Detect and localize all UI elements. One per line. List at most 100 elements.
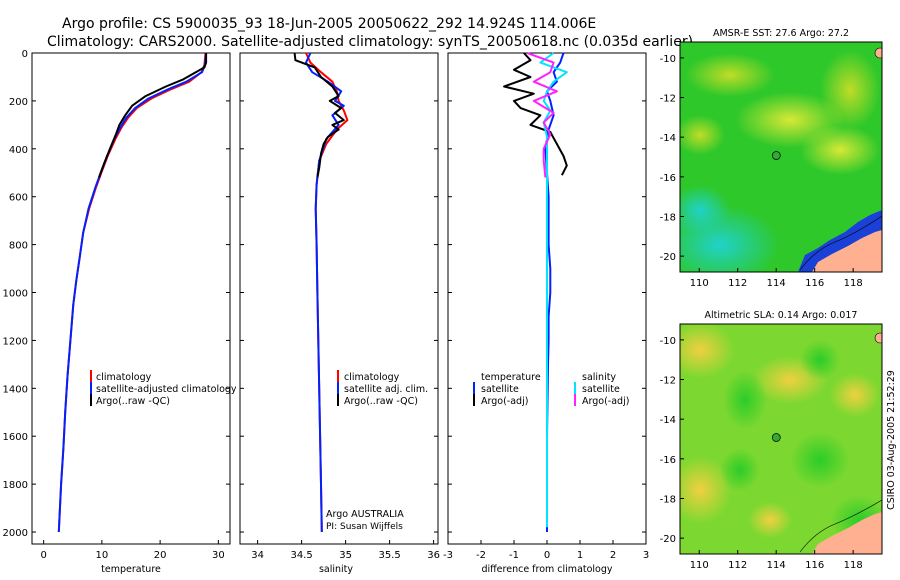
temperature-lines	[57, 52, 208, 533]
x-tick-label: 36	[427, 550, 440, 561]
x-tick-label: 20	[154, 550, 167, 561]
y-tick-label: 1000	[3, 289, 28, 300]
diff-legend-temp-satellite: satellite	[481, 384, 519, 395]
header-line-1: Argo profile: CS 5900035_93 18-Jun-2005 …	[62, 16, 596, 32]
float-institution: Argo AUSTRALIA	[326, 509, 404, 520]
y-tick-label: 0	[22, 49, 28, 60]
map-y-tick-label: -18	[660, 494, 676, 505]
sst-map-field	[680, 42, 882, 272]
y-tick-label: 600	[9, 193, 28, 204]
isobath-line	[799, 499, 882, 553]
sst-map-panel: AMSR-E SST: 27.6 Argo: 27.2 110 112 114 116…	[660, 28, 883, 289]
isobath-line	[799, 215, 882, 271]
difference-legend-right: salinity satellite Argo(-adj)	[574, 372, 629, 407]
temperature-xlabel: temperature	[101, 564, 161, 575]
y-tick-label: 1400	[3, 384, 28, 395]
temperature-panel: 0 10 20 30 0 200 400 600 800 1000 1200 1400 1600 1800…	[3, 49, 237, 575]
map-y-tick-label: -12	[660, 94, 676, 105]
map-y-tick-label: -16	[660, 455, 676, 466]
series-satellite	[57, 52, 208, 533]
difference-axes: -3 -2 -1 0 1 2 3	[443, 52, 649, 561]
x-tick-label: -3	[443, 550, 453, 561]
x-tick-label: 10	[96, 550, 109, 561]
sla-map-panel: Altimetric SLA: 0.14 Argo: 0.017 110 112 1…	[660, 310, 883, 571]
sla-map-frame	[679, 323, 883, 555]
salinity-xlabel: salinity	[319, 564, 353, 575]
sst-warm-patch	[820, 50, 880, 130]
map-y-tick-label: -16	[660, 173, 676, 184]
sla-map-title: Altimetric SLA: 0.14 Argo: 0.017	[705, 310, 858, 321]
series-temp_satellite	[544, 52, 565, 532]
map-y-tick-label: -20	[660, 534, 676, 545]
legend-argo: Argo(..raw -QC)	[96, 396, 170, 407]
difference-panel: -3 -2 -1 0 1 2 3 difference from climatology t…	[443, 52, 649, 575]
sal-legend-argo: Argo(..raw -QC)	[344, 396, 418, 407]
legend-climatology: climatology	[96, 372, 152, 383]
x-tick-label: 1	[577, 550, 583, 561]
land-island	[874, 332, 882, 344]
sst-warm-patch	[800, 125, 880, 175]
y-tick-label: 1600	[3, 432, 28, 443]
legend-satellite: satellite-adjusted climatology	[96, 384, 237, 395]
float-pi: PI: Susan Wijffels	[326, 522, 403, 532]
salinity-panel: 34 34.5 35 35.5 36 salinity climatology sate…	[239, 52, 440, 575]
sal-legend-satellite: satellite adj. clim.	[344, 384, 428, 395]
sla-high-patch	[680, 324, 735, 378]
diff-legend-sal-argo: Argo(-adj)	[582, 396, 629, 407]
series-argo	[293, 52, 345, 178]
argo-position-marker	[771, 151, 781, 160]
temperature-axes: 0 10 20 30 0 200 400 600 800 1000 1200 1400 1600 1800…	[3, 49, 230, 561]
series-climatology	[57, 52, 207, 533]
map-y-tick-label: -14	[660, 133, 676, 144]
map-x-tick-label: 112	[728, 560, 747, 571]
x-tick-label: 30	[212, 550, 225, 561]
salinity-axes: 34 34.5 35 35.5 36	[240, 52, 440, 561]
diff-legend-salinity: salinity	[582, 372, 616, 383]
sst-warm-patch	[680, 115, 725, 155]
sla-high-patch	[680, 456, 732, 524]
x-tick-label: 2	[610, 550, 616, 561]
map-x-tick-label: 110	[690, 560, 709, 571]
argo-position-marker	[771, 433, 781, 442]
y-tick-label: 400	[9, 145, 28, 156]
sst-warm-patch	[685, 53, 775, 97]
map-x-tick-label: 118	[844, 560, 863, 571]
y-tick-label: 1800	[3, 480, 28, 491]
temperature-frame	[31, 52, 231, 545]
x-tick-label: 0	[544, 550, 550, 561]
temperature-legend: climatology satellite-adjusted climatolo…	[90, 370, 237, 407]
x-tick-label: 3	[643, 550, 649, 561]
map-x-tick-label: 116	[805, 278, 824, 289]
map-x-tick-label: 112	[728, 278, 747, 289]
map-x-tick-label: 116	[805, 560, 824, 571]
diff-legend-sal-satellite: satellite	[582, 384, 620, 395]
map-y-tick-label: -10	[660, 54, 676, 65]
difference-lines	[503, 52, 568, 532]
sla-low-patch	[790, 432, 850, 488]
csiro-timestamp: CSIRO 03-Aug-2005 21:52:29	[886, 370, 897, 510]
x-tick-label: -2	[476, 550, 486, 561]
map-x-tick-label: 114	[767, 278, 786, 289]
series-argo	[98, 53, 208, 178]
map-x-tick-label: 114	[767, 560, 786, 571]
header-line-2: Climatology: CARS2000. Satellite-adjuste…	[47, 34, 693, 50]
sal-legend-climatology: climatology	[344, 372, 400, 383]
map-x-tick-label: 118	[844, 278, 863, 289]
salinity-legend: climatology satellite adj. clim. Argo(..…	[337, 370, 428, 407]
land-island	[874, 47, 882, 59]
salinity-lines	[293, 52, 349, 533]
series-climatology	[305, 52, 349, 533]
land-australia	[812, 230, 882, 272]
series-sal_argo	[526, 52, 558, 178]
sst-map-axes: 110 112 114 116 118 -10 -12 -14 -16 -18 -20	[660, 54, 863, 289]
land-australia	[812, 512, 882, 554]
x-tick-label: 34	[251, 550, 264, 561]
map-y-tick-label: -14	[660, 415, 676, 426]
x-tick-label: 0	[40, 550, 46, 561]
difference-xlabel: difference from climatology	[481, 564, 612, 575]
map-y-tick-label: -10	[660, 336, 676, 347]
sla-high-patch	[748, 502, 792, 538]
sla-map-axes: 110 112 114 116 118 -10 -12 -14 -16 -18 -20	[660, 336, 863, 571]
map-y-tick-label: -12	[660, 376, 676, 387]
